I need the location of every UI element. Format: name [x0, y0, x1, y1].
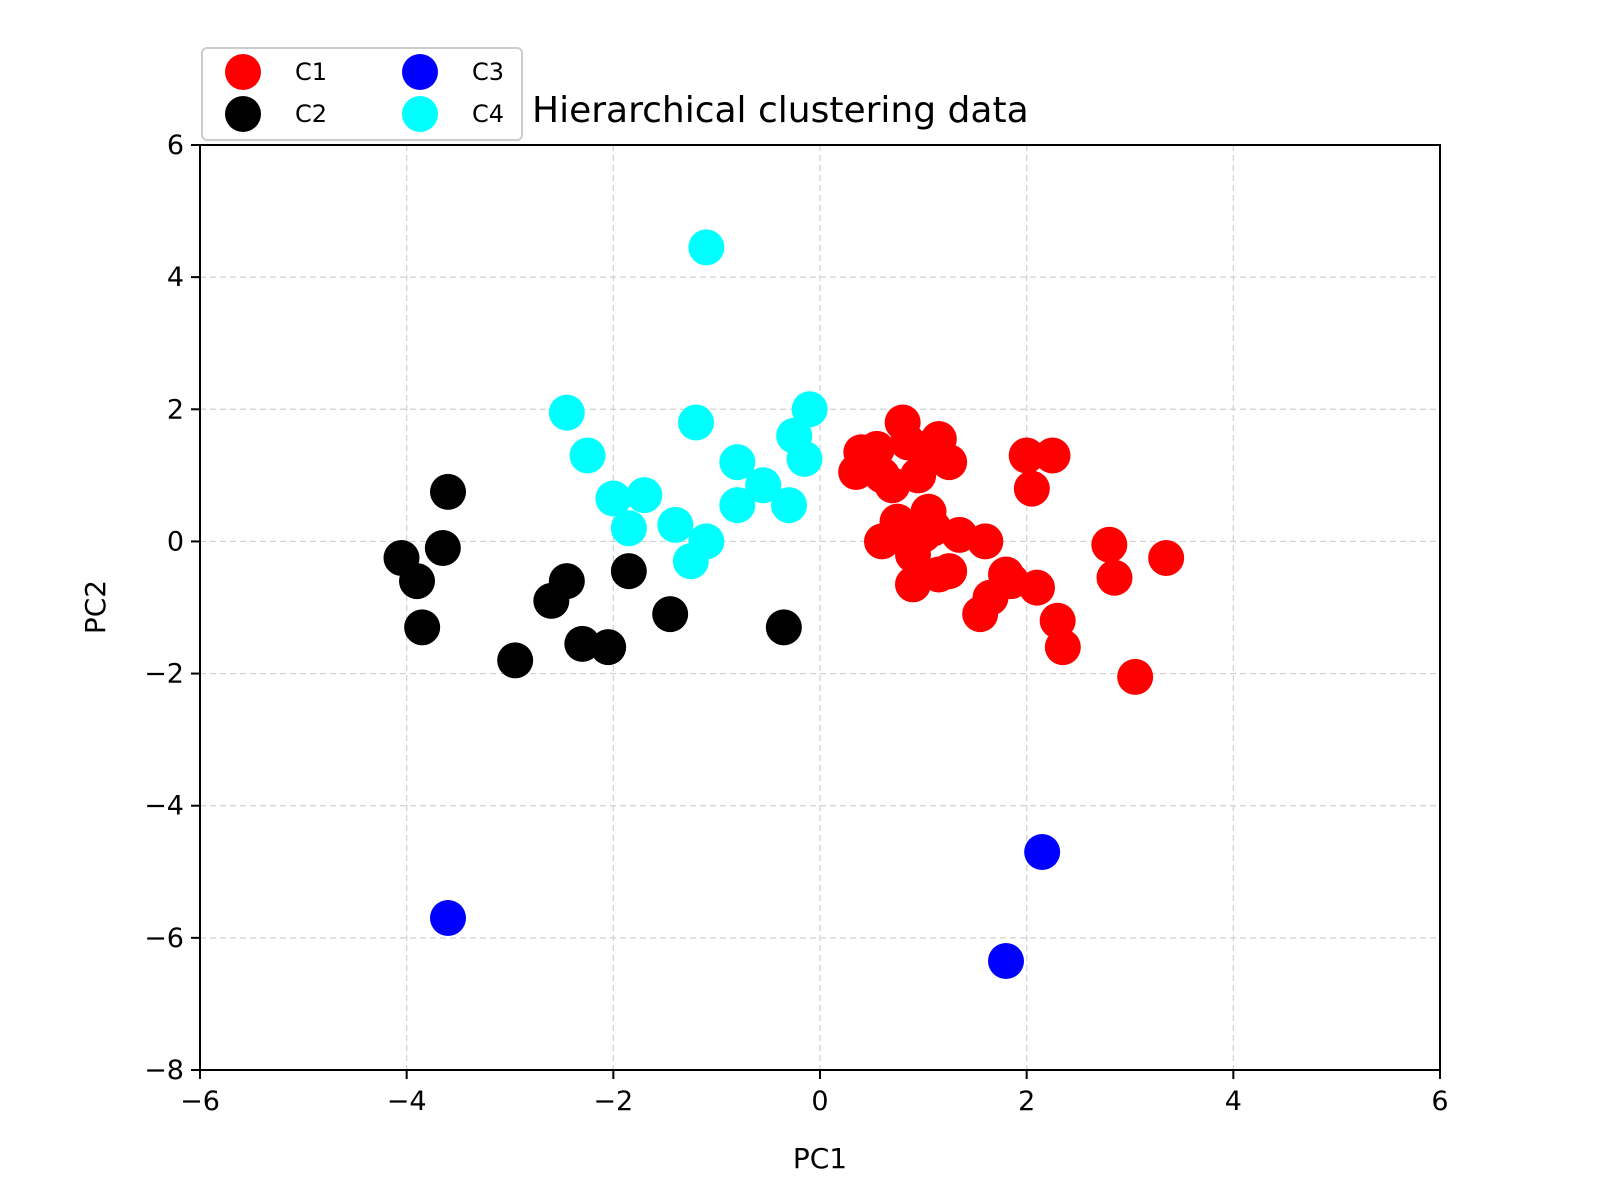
data-point — [967, 523, 1004, 560]
data-point — [1044, 629, 1081, 666]
legend-box — [201, 47, 523, 141]
data-point — [1091, 526, 1128, 563]
data-point — [424, 530, 461, 567]
data-point — [1117, 658, 1154, 695]
legend-label: C2 — [295, 100, 327, 128]
series-c4 — [548, 229, 828, 580]
y-tick-label: 2 — [167, 394, 184, 425]
data-point — [1008, 437, 1045, 474]
y-tick-label: −6 — [144, 923, 184, 954]
series-c3 — [430, 833, 1061, 979]
legend-label: C3 — [472, 58, 504, 86]
legend-label: C1 — [295, 58, 327, 86]
data-point — [988, 942, 1024, 979]
x-tick-label: 0 — [811, 1086, 828, 1117]
data-point — [430, 473, 466, 510]
data-point — [719, 444, 756, 481]
data-point — [610, 510, 647, 547]
grid — [200, 145, 1440, 1070]
x-axis-label: PC1 — [793, 1142, 847, 1175]
data-point — [931, 444, 968, 481]
legend-label: C4 — [472, 100, 504, 128]
data-point — [688, 523, 725, 560]
data-point — [1034, 437, 1071, 474]
data-point — [497, 642, 534, 679]
data-point — [791, 391, 828, 428]
x-tick-label: 6 — [1431, 1086, 1448, 1117]
data-point — [895, 566, 931, 603]
data-point — [745, 467, 782, 504]
data-point — [430, 900, 466, 937]
data-point — [399, 563, 435, 600]
data-point — [1096, 559, 1133, 596]
x-tick-label: 2 — [1018, 1086, 1035, 1117]
y-tick-label: −4 — [144, 791, 184, 822]
data-point — [404, 609, 441, 646]
series-c1 — [838, 404, 1185, 695]
y-tick-label: −8 — [144, 1055, 184, 1086]
y-axis-label: PC2 — [79, 580, 112, 634]
data-point — [771, 487, 807, 524]
data-point — [719, 487, 756, 524]
data-point — [688, 229, 725, 266]
legend-marker — [402, 96, 438, 132]
y-tick-label: 0 — [167, 526, 184, 557]
data-point — [1013, 470, 1050, 507]
legend-marker — [402, 54, 438, 90]
y-tick-label: −2 — [144, 659, 184, 690]
legend-marker — [225, 54, 261, 90]
series-c2 — [383, 473, 802, 679]
legend-marker — [225, 96, 261, 132]
y-tick-label: 4 — [167, 262, 184, 293]
data-point — [1019, 569, 1055, 606]
data-point — [786, 440, 823, 477]
data-point — [657, 506, 694, 543]
legend: C1 C2 C3 C4 — [201, 47, 523, 141]
data-point — [548, 394, 585, 431]
x-tick-label: 4 — [1225, 1086, 1242, 1117]
data-point — [1148, 539, 1185, 576]
data-point — [678, 404, 714, 441]
data-point — [590, 629, 627, 666]
data-point — [765, 609, 802, 646]
data-point — [595, 480, 632, 517]
data-point — [569, 437, 606, 474]
data-point — [652, 596, 689, 633]
x-tick-label: −6 — [180, 1086, 220, 1117]
data-points — [383, 229, 1185, 979]
y-tick-label: 6 — [167, 130, 184, 161]
x-tick-label: −2 — [593, 1086, 633, 1117]
data-point — [1024, 833, 1061, 870]
data-point — [626, 477, 663, 514]
data-point — [931, 553, 968, 590]
data-point — [610, 553, 647, 590]
chart-title: Hierarchical clustering data — [532, 90, 1029, 131]
x-tick-label: −4 — [387, 1086, 427, 1117]
data-point — [548, 563, 585, 600]
